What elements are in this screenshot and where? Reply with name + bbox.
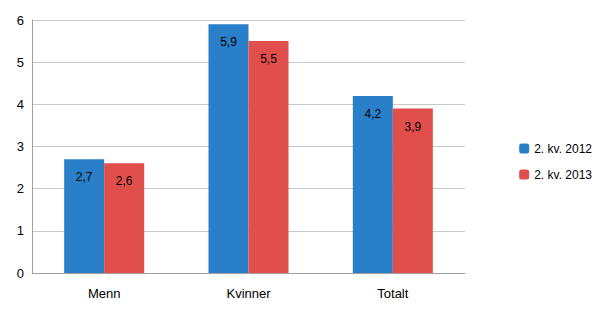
svg-text:2. kv. 2012: 2. kv. 2012 [534,142,592,156]
svg-text:2. kv. 2013: 2. kv. 2013 [534,168,592,182]
svg-text:Kvinner: Kvinner [226,286,271,301]
svg-text:2,6: 2,6 [116,174,133,188]
svg-text:3,9: 3,9 [404,120,421,134]
svg-text:4: 4 [17,97,24,112]
svg-text:Menn: Menn [88,286,121,301]
svg-text:0: 0 [17,266,24,281]
svg-text:5,9: 5,9 [220,35,237,49]
svg-text:Totalt: Totalt [377,286,408,301]
svg-text:4,2: 4,2 [364,107,381,121]
svg-text:3: 3 [17,139,24,154]
svg-text:1: 1 [17,223,24,238]
svg-text:6: 6 [17,13,24,28]
svg-text:2,7: 2,7 [76,170,93,184]
svg-text:5,5: 5,5 [260,52,277,66]
svg-text:2: 2 [17,181,24,196]
svg-text:5: 5 [17,55,24,70]
